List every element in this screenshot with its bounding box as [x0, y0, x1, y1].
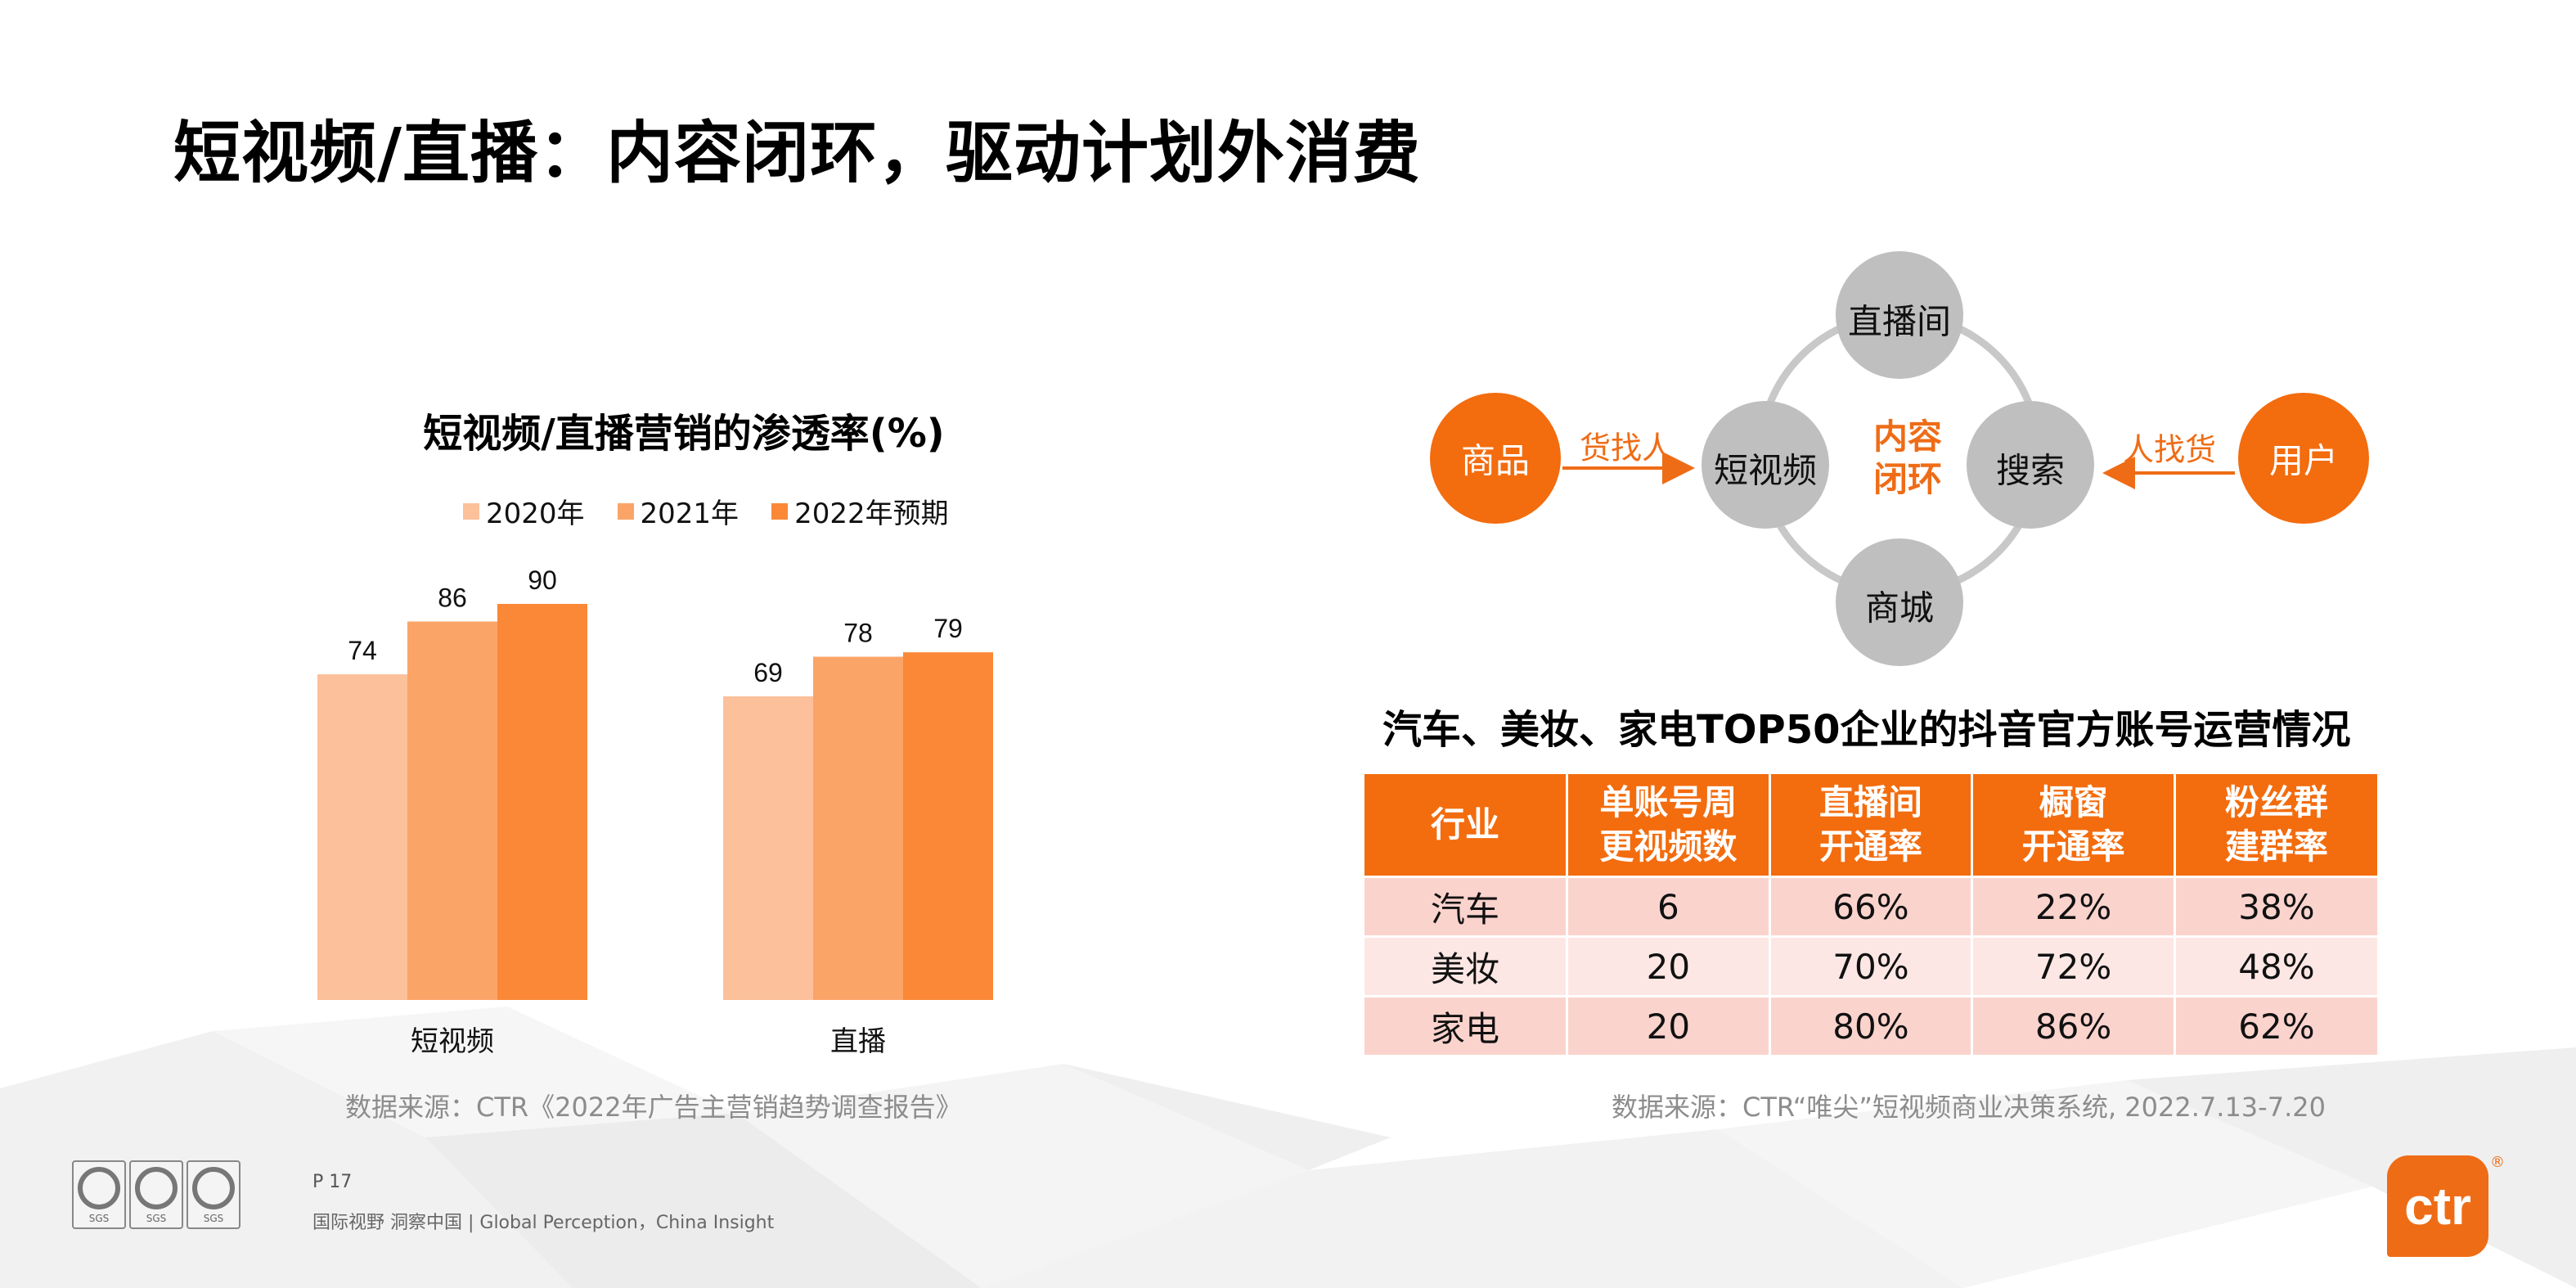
bar-直播-2021年: [813, 656, 903, 1000]
header-live-room-rate: 直播间 开通率: [1769, 774, 1974, 877]
legend-swatch: [463, 502, 479, 520]
header-line: 开通率: [2021, 826, 2125, 867]
table-source: 数据来源：CTR“唯尖”短视频商业决策系统, 2022.7.13-7.20: [1612, 1092, 2326, 1123]
header-line: 单账号周: [1599, 782, 1738, 822]
sgs-text: SGS: [88, 1213, 110, 1224]
center-label: 内容 闭环: [1873, 416, 1942, 501]
table-cell: 48%: [2174, 935, 2377, 997]
node-label-mall: 商城: [1864, 588, 1935, 628]
node-live-room: [1836, 251, 1963, 379]
node-goods: [1430, 393, 1561, 524]
table-cell: 62%: [2174, 995, 2377, 1055]
table-row: 汽车 6 66% 22% 38%: [1364, 876, 2377, 937]
table-cell: 22%: [1971, 876, 2176, 937]
bar-短视频-2020年: [317, 674, 407, 1000]
page-number: P 17: [312, 1172, 353, 1192]
header-fan-group-rate: 粉丝群 建群率: [2174, 774, 2377, 877]
table-cell: 80%: [1769, 995, 1974, 1055]
header-line: 行业: [1431, 804, 1500, 844]
header-showcase-rate: 橱窗 开通率: [1971, 774, 2176, 877]
header-line: 开通率: [1818, 826, 1922, 867]
table-cell: 72%: [1971, 935, 2176, 997]
legend-item-2022-forecast: 2022年预期: [771, 491, 949, 531]
table-cell: 家电: [1364, 995, 1569, 1055]
center-label-line: 闭环: [1872, 459, 1943, 499]
category-label: 短视频: [411, 1025, 494, 1058]
bar-短视频-2022年预期: [497, 604, 587, 1000]
node-search: [1967, 401, 2094, 529]
node-label-short-video: 短视频: [1713, 450, 1818, 491]
node-short-video: [1702, 401, 1829, 529]
table-row: 家电 20 80% 86% 62%: [1364, 995, 2377, 1055]
node-label-live-room: 直播间: [1847, 301, 1952, 342]
legend-label: 2020年: [486, 498, 585, 530]
legend-swatch: [771, 502, 789, 520]
table-cell: 6: [1567, 876, 1771, 937]
header-weekly-videos: 单账号周 更视频数: [1567, 774, 1771, 877]
node-user: [2238, 393, 2369, 524]
center-label-line: 内容: [1872, 417, 1943, 457]
page-title: 短视频/直播：内容闭环，驱动计划外消费: [173, 115, 1421, 192]
table-cell: 38%: [2174, 876, 2377, 937]
sgs-text: SGS: [146, 1213, 167, 1224]
bar-value-label: 74: [348, 636, 377, 665]
legend-item-2020: 2020年: [463, 491, 585, 531]
bar-value-label: 78: [843, 619, 873, 648]
header-line: 粉丝群: [2224, 782, 2328, 822]
table-cell: 汽车: [1364, 876, 1569, 937]
header-line: 建群率: [2224, 826, 2328, 867]
arrow-label-people-find-goods: 人找货: [2122, 431, 2217, 468]
table-cell: 86%: [1971, 995, 2176, 1055]
registered-mark: ®: [2490, 1154, 2505, 1171]
sgs-logo: SGS: [187, 1160, 241, 1229]
chart-legend: 2020年 2021年 2022年预期: [463, 491, 949, 531]
node-mall: [1836, 538, 1963, 666]
bar-value-label: 90: [528, 565, 557, 595]
bar-value-label: 79: [933, 614, 963, 643]
table-row: 美妆 20 70% 72% 48%: [1364, 935, 2377, 997]
chart-title: 短视频/直播营销的渗透率(%): [423, 411, 945, 457]
table-cell: 美妆: [1364, 935, 1569, 997]
header-industry: 行业: [1364, 774, 1569, 877]
bar-直播-2020年: [723, 696, 813, 1000]
category-label: 直播: [830, 1025, 886, 1058]
table-cell: 20: [1567, 935, 1771, 997]
bar-value-label: 69: [753, 658, 783, 687]
sgs-text: SGS: [203, 1213, 224, 1224]
header-line: 更视频数: [1599, 826, 1738, 867]
node-label-user: 用户: [2268, 440, 2339, 481]
bar-value-label: 86: [438, 583, 467, 613]
table-title: 汽车、美妆、家电TOP50企业的抖音官方账号运营情况: [1382, 707, 2351, 753]
ctr-logo: ctr: [2387, 1155, 2488, 1257]
content-loop-diagram: [1430, 251, 2369, 666]
node-label-goods: 商品: [1460, 440, 1531, 481]
table-cell: 70%: [1769, 935, 1974, 997]
legend-swatch: [617, 502, 634, 520]
legend-label: 2021年: [640, 498, 740, 530]
legend-label: 2022年预期: [794, 498, 949, 530]
bar-直播-2022年预期: [903, 652, 993, 1000]
table-cell: 20: [1567, 995, 1771, 1055]
table-cell: 66%: [1769, 876, 1974, 937]
bar-短视频-2021年: [407, 621, 497, 1000]
sgs-logo: SGS: [129, 1160, 183, 1229]
operations-table: 行业 单账号周 更视频数 直播间 开通率 橱窗 开通率 粉丝群 建群率 汽车 6 66%…: [1364, 774, 2377, 1055]
header-line: 橱窗: [2039, 782, 2108, 822]
sgs-logo: SGS: [72, 1160, 126, 1229]
bar-chart: 74 86 90 短视频 69 78 79 直播: [317, 565, 993, 1058]
footer-tagline: 国际视野 洞察中国 | Global Perception，China Insi…: [312, 1213, 775, 1233]
arrow-label-goods-find-people: 货找人: [1579, 430, 1674, 466]
table-header-row: 行业 单账号周 更视频数 直播间 开通率 橱窗 开通率 粉丝群 建群率: [1364, 774, 2377, 877]
header-line: 直播间: [1818, 782, 1922, 822]
legend-item-2021: 2021年: [617, 491, 740, 531]
certification-logos: SGS SGS SGS: [72, 1160, 241, 1229]
chart-source: 数据来源：CTR《2022年广告主营销趋势调查报告》: [345, 1092, 962, 1123]
node-label-search: 搜索: [1995, 450, 2066, 491]
